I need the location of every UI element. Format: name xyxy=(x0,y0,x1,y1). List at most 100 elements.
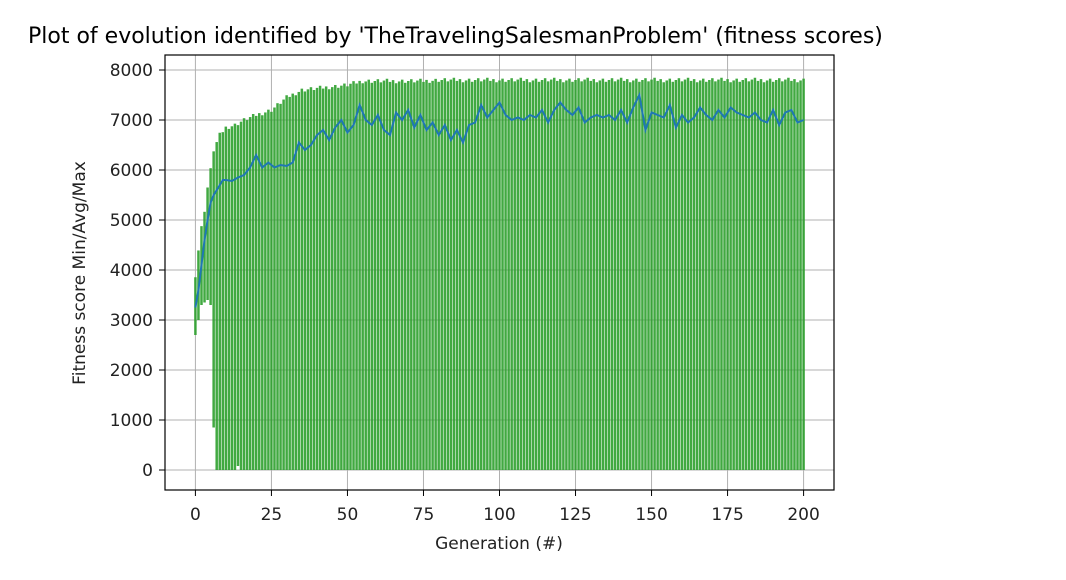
fitness-bar xyxy=(531,80,535,470)
fitness-bar xyxy=(385,78,389,470)
fitness-bar xyxy=(717,79,720,471)
x-tick-label: 150 xyxy=(635,505,667,525)
fitness-bar xyxy=(267,109,270,471)
chart-title: Plot of evolution identified by 'TheTrav… xyxy=(28,24,883,49)
fitness-bar xyxy=(549,79,553,471)
fitness-bar xyxy=(382,80,386,471)
fitness-bar xyxy=(768,78,772,471)
fitness-bar xyxy=(458,79,462,470)
fitness-bar xyxy=(519,77,523,470)
fitness-bar xyxy=(422,81,425,471)
fitness-bar xyxy=(331,87,334,470)
fitness-bar xyxy=(747,81,751,470)
fitness-bar xyxy=(793,79,796,470)
fitness-bar xyxy=(504,81,507,471)
fitness-bar xyxy=(738,81,741,471)
fitness-bar xyxy=(723,80,726,471)
fitness-bar xyxy=(756,80,760,471)
fitness-bar xyxy=(638,81,641,471)
fitness-bar xyxy=(248,117,252,471)
fitness-bar xyxy=(537,81,541,471)
fitness-bar xyxy=(726,79,729,470)
y-tick-label: 0 xyxy=(142,461,153,481)
fitness-bar xyxy=(349,83,352,470)
fitness-bar xyxy=(732,80,735,470)
fitness-bar xyxy=(400,79,404,471)
fitness-bar xyxy=(258,113,261,470)
fitness-bar xyxy=(689,80,693,471)
fitness-bar xyxy=(221,132,225,470)
fitness-bar xyxy=(543,78,547,470)
y-tick-label: 8000 xyxy=(110,61,153,81)
fitness-bar xyxy=(473,80,477,470)
fitness-bar xyxy=(254,115,258,471)
fitness-bar xyxy=(641,80,644,470)
fitness-bar xyxy=(464,80,468,470)
fitness-bar xyxy=(644,78,647,470)
fitness-bar xyxy=(708,80,711,470)
fitness-bar xyxy=(607,80,611,470)
fitness-bar xyxy=(568,78,571,471)
fitness-bar xyxy=(653,77,656,470)
fitness-bar xyxy=(480,81,483,470)
fitness-bar xyxy=(470,81,474,471)
fitness-bar xyxy=(552,77,556,470)
fitness-bar xyxy=(212,151,215,428)
y-tick-label: 3000 xyxy=(110,311,153,331)
fitness-bar xyxy=(337,87,340,471)
fitness-bar xyxy=(574,80,577,470)
avg-line xyxy=(194,91,804,308)
x-tick-label: 25 xyxy=(261,505,283,525)
fitness-bar xyxy=(753,77,757,470)
fitness-bar xyxy=(388,81,392,471)
fitness-bar xyxy=(428,82,431,470)
fitness-bar xyxy=(692,79,696,470)
fitness-bar xyxy=(659,79,662,470)
y-axis-label: Fitness score Min/Avg/Max xyxy=(70,161,90,385)
fitness-bar xyxy=(698,80,702,470)
fitness-bar xyxy=(765,80,769,470)
fitness-bar xyxy=(741,80,745,470)
fitness-bar xyxy=(236,125,240,466)
fitness-bar xyxy=(476,78,480,470)
fitness-bar xyxy=(762,82,766,470)
fitness-bar xyxy=(315,87,319,470)
fitness-bar xyxy=(483,79,486,471)
fitness-bar xyxy=(431,80,434,470)
fitness-bar xyxy=(695,82,699,470)
y-tick-label: 7000 xyxy=(110,111,153,131)
fitness-bar xyxy=(443,78,447,470)
fitness-bar xyxy=(625,79,629,470)
fitness-bar xyxy=(668,78,672,471)
fitness-bar xyxy=(784,79,787,471)
fitness-bar xyxy=(720,77,723,470)
fitness-bar xyxy=(525,79,529,470)
fitness-bar xyxy=(367,79,370,471)
fitness-bar xyxy=(683,79,687,471)
y-tick-label: 5000 xyxy=(110,211,153,231)
fitness-bar xyxy=(507,80,510,470)
fitness-bar xyxy=(619,77,623,470)
fitness-bar xyxy=(306,89,310,470)
fitness-bar xyxy=(343,83,346,471)
fitness-bar xyxy=(522,80,526,471)
fitness-bar xyxy=(321,88,325,471)
fitness-bar xyxy=(686,77,690,470)
y-tick-label: 6000 xyxy=(110,161,153,181)
fitness-bar xyxy=(449,79,453,471)
fitness-bar xyxy=(802,78,805,471)
fitness-bar xyxy=(419,78,422,470)
fitness-bar xyxy=(279,103,282,470)
tick-labels: 0 25 50 75 100 125 150 175 200010002000300040005… xyxy=(110,61,820,525)
fitness-bar xyxy=(346,86,349,470)
fitness-bar xyxy=(586,77,589,470)
x-tick-label: 125 xyxy=(559,505,591,525)
fitness-bar xyxy=(759,79,763,470)
fitness-bar xyxy=(622,80,626,471)
fitness-bar xyxy=(677,78,681,470)
fitness-bar xyxy=(799,80,802,470)
fitness-bar xyxy=(565,80,568,470)
y-tick-label: 2000 xyxy=(110,361,153,381)
bar-series xyxy=(194,77,805,471)
fitness-bar xyxy=(285,95,288,470)
